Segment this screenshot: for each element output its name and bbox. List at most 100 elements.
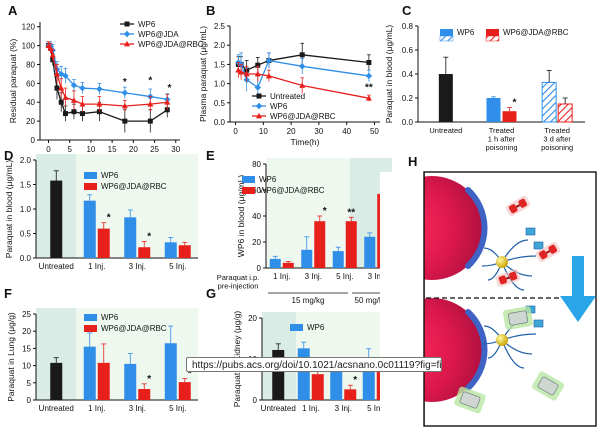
- y-tick-label: 1.0: [214, 80, 226, 89]
- bar: [83, 346, 96, 400]
- legend-swatch: [84, 314, 97, 321]
- x-category-label: 1 Inj.: [302, 404, 319, 413]
- panel-letter: H: [408, 154, 417, 169]
- bar: [486, 98, 501, 122]
- complex-core: [508, 310, 528, 326]
- data-point: [255, 62, 261, 68]
- data-point: [254, 84, 261, 91]
- x-tick-label: 20: [287, 127, 296, 136]
- paraquat-ring: [498, 275, 507, 285]
- pre-injection-label: Paraquat i.p.: [217, 273, 260, 282]
- bar: [311, 374, 324, 400]
- paraquat-ring: [518, 198, 528, 208]
- data-point: [121, 102, 128, 109]
- x-axis-label: Time(h): [291, 137, 320, 147]
- x-category-label: Treated: [544, 126, 570, 135]
- y-tick-label: 0.5: [214, 99, 226, 108]
- significance-star: *: [148, 75, 152, 86]
- background-band: [76, 154, 198, 258]
- data-point: [62, 111, 68, 117]
- x-category-label: Treated: [489, 126, 515, 135]
- significance-star: *: [147, 231, 151, 242]
- data-point: [299, 82, 306, 88]
- legend-label: WP6@JDA@RBC: [259, 186, 325, 195]
- panel-c-chart: C 0.0 0.2 0.4 0.6 0.8 Paraquat in blood (μg/mL…: [384, 3, 585, 152]
- x-category-label: 1 Inj.: [88, 404, 105, 413]
- data-point: [79, 100, 86, 107]
- panel-a-chart: A020406080100120051015202530Time(h)Resid…: [8, 3, 204, 165]
- x-category-label: 1 h after: [488, 135, 516, 144]
- y-tick-label: 25: [22, 310, 31, 319]
- panel-d-chart: D 0.0 0.5 1.0 1.5 2.0 Paraquat in blood (μg/mL…: [4, 148, 198, 271]
- dose-label: 50 mg/kg: [355, 296, 388, 305]
- legend-marker: [124, 21, 130, 27]
- data-point: [235, 66, 242, 73]
- x-category-label: 3 Inj.: [335, 404, 352, 413]
- complexed-molecule: [531, 371, 565, 401]
- paraquat-molecule: [535, 241, 561, 263]
- data-point: [58, 70, 65, 78]
- legend-label: WP6@JDA: [138, 30, 179, 39]
- panel-letter: B: [206, 3, 215, 18]
- x-tick-label: 5: [67, 145, 72, 154]
- bar: [124, 217, 137, 258]
- y-tick-label: 120: [22, 23, 36, 32]
- significance-star: *: [107, 213, 111, 224]
- paraquat-bond: [545, 250, 551, 254]
- y-tick-label: 20: [248, 314, 257, 323]
- anchor-ball: [496, 256, 508, 268]
- legend-label: WP6@JDA@RBC: [138, 40, 204, 49]
- legend-label: WP6: [259, 175, 277, 184]
- legend-swatch: [290, 324, 303, 331]
- paraquat-molecule: [495, 269, 521, 287]
- bar: [301, 249, 313, 268]
- x-category-label: 5 Inj.: [336, 272, 353, 281]
- panel-h-schematic: H: [380, 154, 597, 427]
- legend-label: WP6: [101, 171, 119, 180]
- panel-letter: A: [8, 3, 18, 18]
- data-point: [299, 63, 306, 70]
- y-tick-label: 2.0: [214, 41, 226, 50]
- data-point: [79, 84, 86, 92]
- data-point: [254, 70, 261, 77]
- series-line-wp6-jda: [48, 45, 168, 101]
- data-point: [299, 52, 305, 58]
- data-point: [365, 94, 372, 101]
- bar: [50, 180, 63, 258]
- x-tick-label: 25: [150, 145, 159, 154]
- significance-star: *: [513, 98, 517, 109]
- significance-star: *: [123, 77, 127, 88]
- y-tick-label: 80: [26, 60, 35, 69]
- data-point: [96, 100, 103, 107]
- x-tick-label: 40: [342, 127, 351, 136]
- x-tick-label: 30: [171, 145, 180, 154]
- data-point: [366, 59, 372, 65]
- y-tick-label: 0.8: [402, 22, 414, 31]
- y-tick-label: 80: [252, 160, 261, 169]
- legend-marker: [256, 93, 262, 99]
- panel-b-chart: B 0.0 0.5 1.0 1.5 2.0 2.5 0 10 20 30 40 50 Time(h) Pla…: [198, 3, 380, 147]
- legend-swatch: [84, 172, 97, 179]
- legend-swatch: [84, 325, 97, 332]
- paraquat-ring: [538, 250, 548, 260]
- data-point: [96, 85, 103, 93]
- panel-g-chart: G01020Paraquat in Kidney (μg/g)Untreated…: [206, 286, 392, 413]
- legend-label: WP6@JDA@RBC: [101, 324, 167, 333]
- x-category-label: 3 Inj.: [305, 272, 322, 281]
- x-category-label: 5 Inj.: [169, 404, 186, 413]
- x-category-label: Untreated: [39, 404, 74, 413]
- data-point: [79, 111, 85, 117]
- bar: [364, 236, 376, 268]
- x-category-label: poisoning: [541, 143, 573, 152]
- x-category-label: poisoning: [485, 143, 517, 152]
- mask: [380, 172, 424, 426]
- legend-swatch: [242, 176, 255, 183]
- y-tick-label: 0: [27, 396, 32, 405]
- data-point: [54, 85, 60, 91]
- legend-swatch-hatched: [439, 35, 454, 42]
- paraquat-ring: [509, 271, 518, 281]
- y-tick-label: 0: [31, 136, 36, 145]
- y-tick-label: 0: [253, 396, 258, 405]
- bar: [124, 363, 137, 400]
